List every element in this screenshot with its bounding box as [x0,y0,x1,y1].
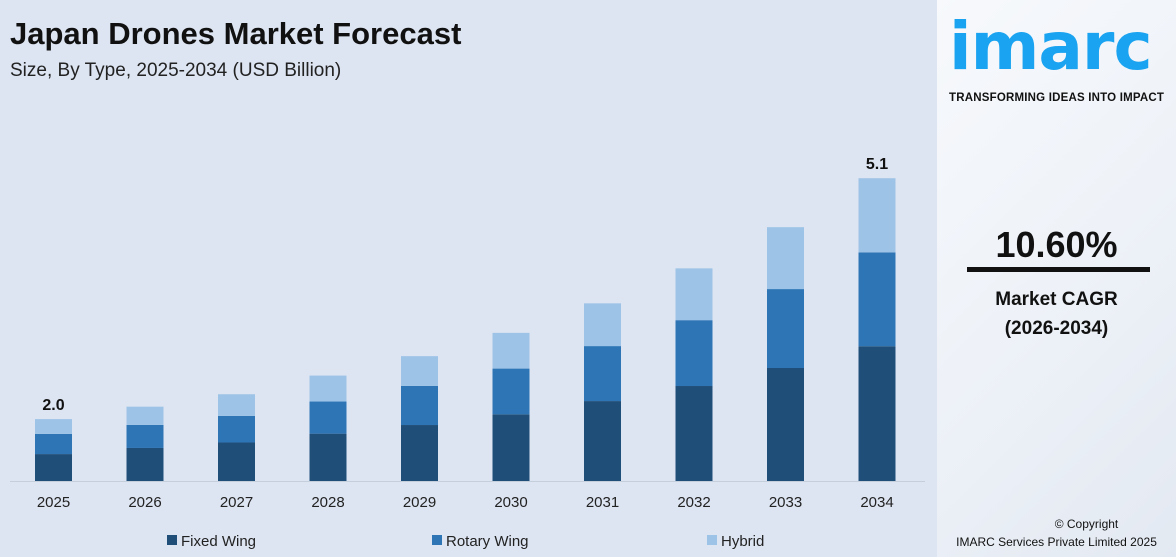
legend-label: Fixed Wing [181,533,256,550]
bar-segment-hybrid-2025 [35,419,72,434]
bar-segment-fixed-wing-2029 [401,425,438,481]
x-tick-label: 2025 [37,494,70,511]
legend-swatch-1 [432,535,442,545]
bar-segment-rotary-wing-2034 [858,252,896,347]
tagline: TRANSFORMING IDEAS INTO IMPACT [949,92,1165,104]
bar-segment-fixed-wing-2031 [584,401,621,481]
bar-segment-fixed-wing-2033 [767,368,804,481]
bar-segment-hybrid-2028 [309,375,347,402]
copyright: © Copyright IMARC Services Private Limit… [937,515,1176,551]
bar-segment-rotary-wing-2027 [218,415,255,443]
bar-segment-fixed-wing-2026 [126,447,164,481]
bar-segment-fixed-wing-2027 [218,442,255,481]
x-tick-label: 2032 [677,494,710,511]
bar-segment-rotary-wing-2032 [675,320,713,387]
x-tick-label: 2033 [769,494,802,511]
bar-segment-fixed-wing-2030 [492,414,530,481]
bar-segment-fixed-wing-2032 [675,386,713,481]
x-tick-label: 2034 [860,494,893,511]
legend-swatch-0 [167,535,177,545]
x-tick-label: 2026 [128,494,161,511]
info-panel: imarc TRANSFORMING IDEAS INTO IMPACT 10.… [937,0,1176,557]
bar-segment-hybrid-2032 [675,268,713,321]
bar-segment-hybrid-2034 [858,178,896,253]
legend-label: Rotary Wing [446,533,529,550]
cagr-label-text: Market CAGR [995,289,1118,310]
bar-segment-hybrid-2031 [584,303,621,347]
bar-segment-fixed-wing-2028 [309,433,347,481]
bar-segment-hybrid-2029 [401,356,438,386]
x-tick-label: 2028 [311,494,344,511]
bar-segment-fixed-wing-2034 [858,346,896,481]
copyright-line1: © Copyright [1054,517,1119,531]
divider [967,267,1150,272]
x-tick-label: 2029 [403,494,436,511]
imarc-logo: imarc [949,8,1153,85]
data-label-2025: 2.0 [42,397,64,414]
bar-segment-rotary-wing-2029 [401,385,438,426]
bar-segment-hybrid-2033 [767,227,804,290]
bar-segment-rotary-wing-2026 [126,424,164,448]
bar-segment-rotary-wing-2031 [584,346,621,402]
data-label-2034: 5.1 [866,156,888,173]
stacked-bar-chart: 2025 2.0 2026 2027 2028 2029 2030 2031 2032 2033 2… [10,156,925,550]
cagr-value: 10.60% [995,224,1118,265]
bar-segment-rotary-wing-2028 [309,401,347,434]
legend-swatch-2 [707,535,717,545]
bar-segment-rotary-wing-2030 [492,368,530,415]
bar-segment-hybrid-2027 [218,394,255,416]
cagr-period: (2026-2034) [1004,318,1109,339]
bar-segment-rotary-wing-2033 [767,289,804,369]
bar-segment-hybrid-2026 [126,406,164,425]
bar-segment-fixed-wing-2025 [35,454,72,481]
chart-title: Japan Drones Market Forecast [10,16,462,51]
bar-segment-rotary-wing-2025 [35,433,72,455]
legend-label: Hybrid [721,533,764,550]
bar-segment-hybrid-2030 [492,332,530,369]
x-tick-label: 2030 [494,494,527,511]
cagr-label: Market CAGR (2026-2034) [937,285,1176,343]
copyright-line2: IMARC Services Private Limited 2025 [956,535,1157,549]
chart-subtitle: Size, By Type, 2025-2034 (USD Billion) [10,60,342,81]
x-tick-label: 2031 [586,494,619,511]
x-tick-label: 2027 [220,494,253,511]
